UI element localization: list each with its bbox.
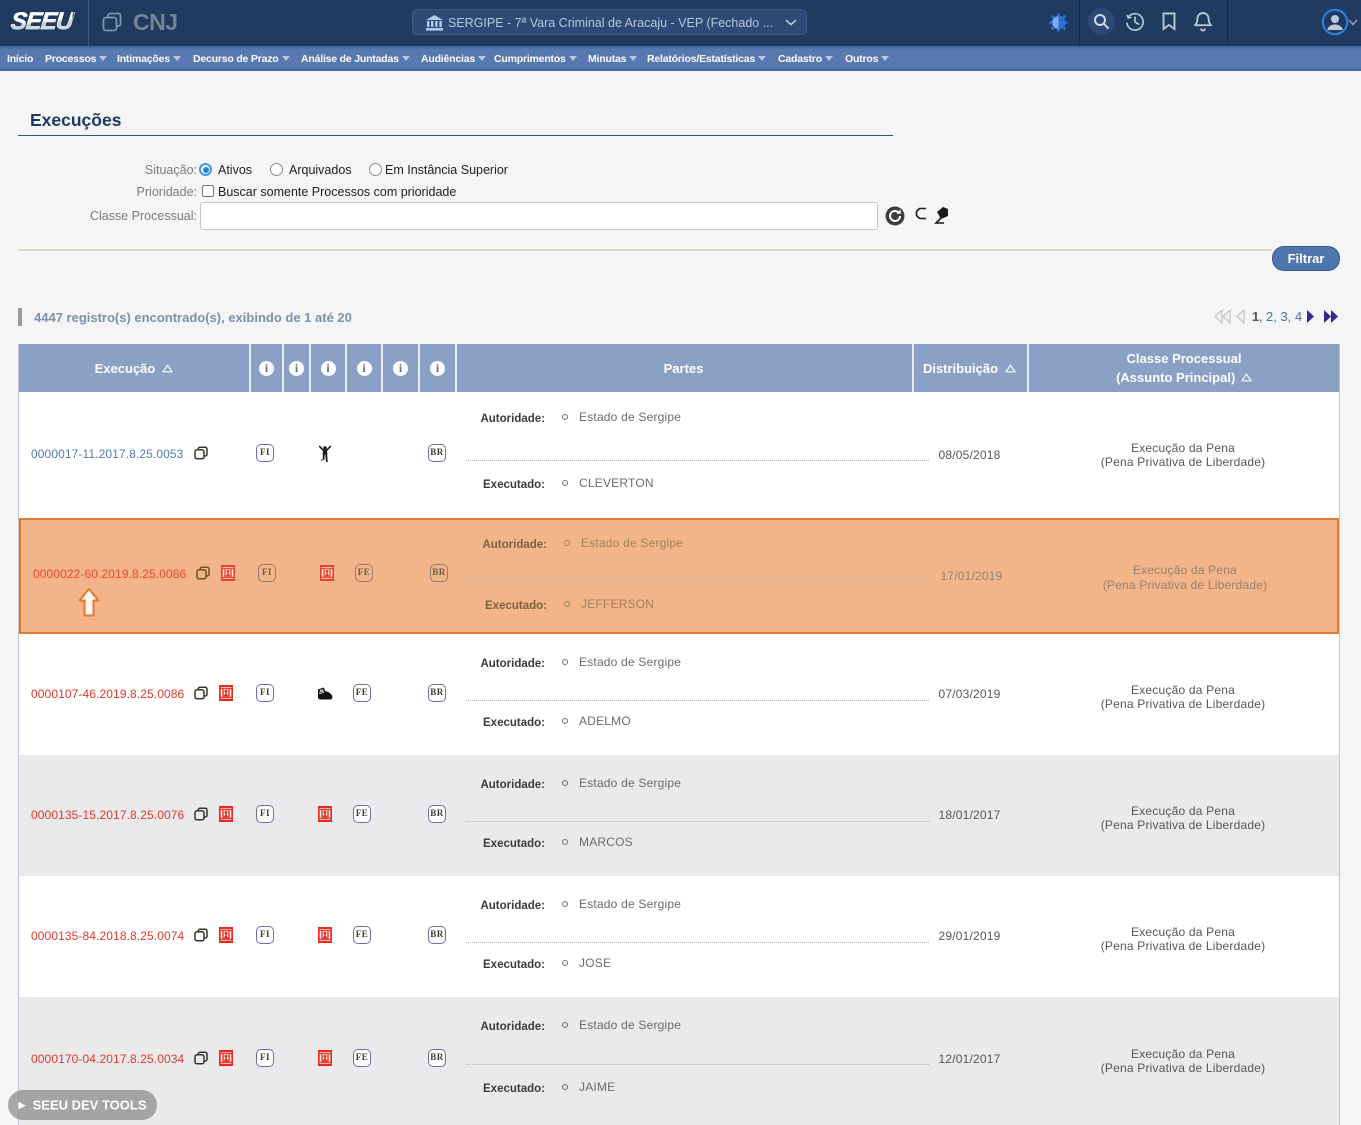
svg-text:1: 1 xyxy=(1252,309,1259,324)
svg-text:,: , xyxy=(1259,309,1263,324)
svg-text:2, 3, 4: 2, 3, 4 xyxy=(1266,309,1302,324)
